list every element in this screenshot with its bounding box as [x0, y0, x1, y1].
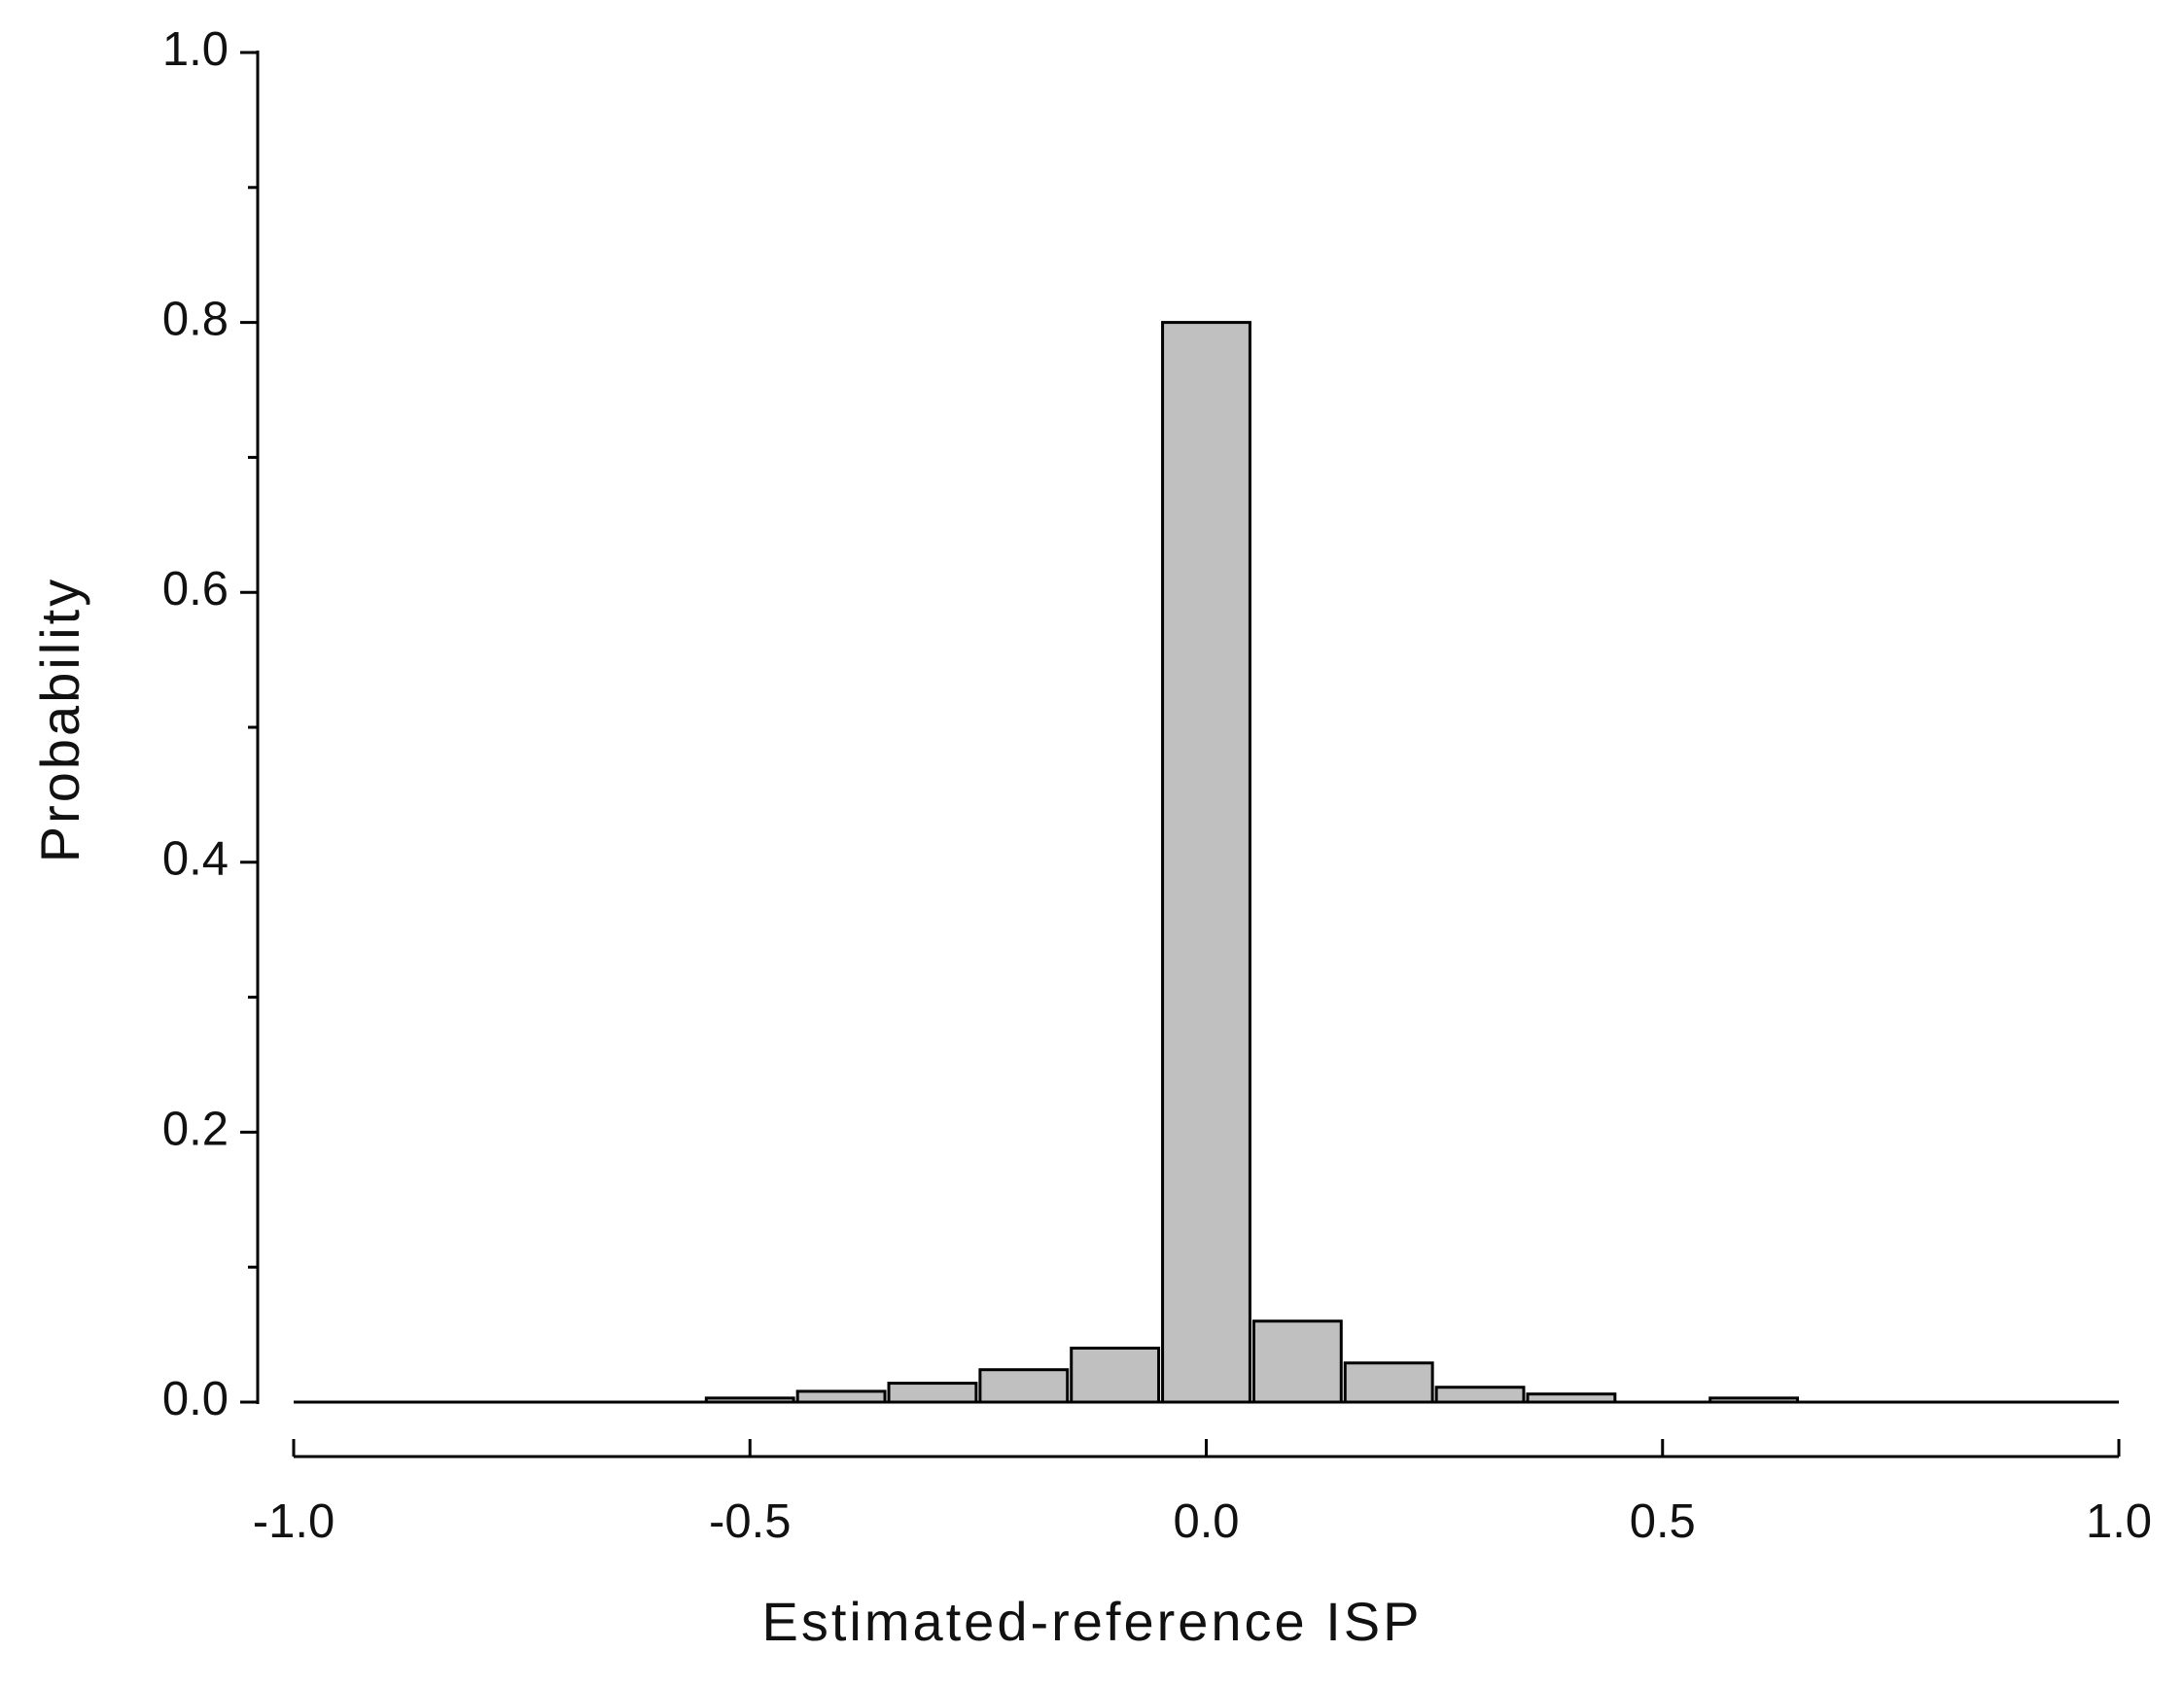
x-tick-label: 1.0	[2086, 1495, 2152, 1548]
bar	[1434, 1386, 1526, 1404]
y-tick-label: 0.4	[162, 833, 229, 886]
x-tick-label: -1.0	[253, 1495, 335, 1548]
bar	[1526, 1392, 1617, 1404]
x-tick-label: -0.5	[709, 1495, 791, 1548]
bar	[704, 1396, 795, 1404]
bar	[1343, 1361, 1434, 1404]
y-tick-label: 0.6	[162, 563, 229, 615]
y-tick-label: 0.8	[162, 294, 229, 346]
bar	[887, 1382, 978, 1404]
bar	[1161, 321, 1251, 1404]
x-axis-label: Estimated-reference ISP	[761, 1591, 1422, 1652]
y-tick-label: 0.0	[162, 1373, 229, 1425]
bar	[795, 1389, 887, 1404]
bar	[1251, 1319, 1343, 1404]
x-tick-label: 0.0	[1173, 1495, 1239, 1548]
y-axis-label: Probability	[29, 577, 90, 862]
x-tick-label: 0.5	[1630, 1495, 1696, 1548]
bar	[1708, 1396, 1800, 1404]
y-tick-label: 0.2	[162, 1103, 229, 1155]
bar	[1070, 1346, 1161, 1404]
bar	[978, 1368, 1070, 1404]
y-tick-label: 1.0	[162, 23, 229, 76]
